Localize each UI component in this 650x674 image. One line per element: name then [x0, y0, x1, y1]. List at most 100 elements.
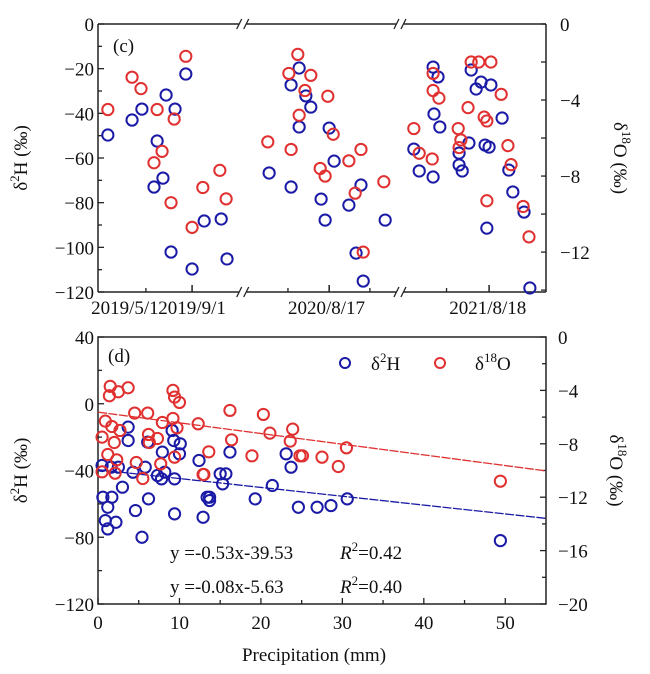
d2H-point	[248, 492, 262, 506]
d18O-point	[283, 434, 297, 448]
x-tick-label: 2021/8/18	[449, 298, 526, 319]
legend-label-d2H: δ2H	[371, 350, 400, 375]
d18O-point	[377, 175, 391, 189]
d2H-point	[292, 120, 306, 134]
axis-break-mark	[243, 286, 250, 298]
x-tick-label: 50	[496, 613, 515, 634]
d2H-point	[340, 492, 354, 506]
d18O-point	[464, 55, 478, 69]
d2H-point	[109, 515, 123, 529]
d18O-fit-line	[97, 411, 547, 472]
d18O-point	[432, 91, 446, 105]
d18O-point	[256, 407, 270, 422]
d2H-point	[349, 246, 363, 260]
d2H-point	[292, 61, 306, 75]
x-tick-label: 40	[414, 613, 433, 634]
d2H-point	[121, 420, 135, 434]
d18O-point	[185, 220, 199, 234]
d2H-point	[378, 213, 392, 227]
d2H-point	[265, 478, 279, 493]
d2H-point	[156, 171, 170, 185]
d2H-point	[101, 500, 115, 514]
y-tick-label-right: −12	[558, 488, 588, 509]
x-tick-label: 10	[170, 613, 189, 634]
d18O-point	[197, 467, 211, 482]
d2H-point	[159, 88, 173, 102]
d2H-point	[464, 63, 478, 77]
y-tick-label-left: −20	[64, 60, 94, 81]
y-tick-label-left: −80	[64, 194, 94, 215]
d2H-point	[185, 262, 199, 276]
axis-break-mark	[400, 18, 407, 30]
x-tick-label: 20	[251, 613, 270, 634]
d18O-point	[516, 199, 530, 214]
d18O-point	[128, 406, 142, 420]
d2H-point	[262, 166, 276, 180]
d2H-point	[135, 530, 149, 544]
d18O-point	[286, 422, 300, 436]
d18O-point	[167, 450, 182, 464]
d18O-point	[291, 47, 305, 62]
d18O-point	[191, 417, 205, 431]
d2H-point	[115, 480, 130, 494]
d18O-point	[348, 186, 362, 200]
d18O-point	[150, 102, 164, 117]
d18O-point	[304, 68, 318, 82]
d18O-point	[136, 471, 150, 486]
r2-d2H: R2=0.42	[339, 539, 402, 564]
d2H-point	[101, 522, 115, 536]
d2H-point	[427, 107, 441, 121]
d18O-point	[472, 55, 486, 69]
d18O-point	[223, 403, 237, 418]
r2-d18O: R2=0.40	[339, 573, 402, 598]
d18O-point	[154, 457, 168, 471]
d18O-point	[318, 169, 332, 183]
d2H-point	[342, 198, 356, 212]
panel-label: (d)	[108, 346, 130, 367]
x-tick-label: 2019/9/1	[158, 298, 226, 319]
d2H-point	[155, 445, 169, 459]
d2H-point	[101, 128, 115, 142]
d2H-point	[135, 102, 149, 116]
d2H-point	[150, 134, 164, 148]
axis-break-mark	[243, 18, 250, 30]
d18O-point	[461, 101, 475, 115]
d18O-point	[101, 102, 115, 117]
d18O-point	[356, 245, 370, 259]
d18O-point	[172, 395, 187, 410]
d18O-point	[484, 55, 498, 69]
d2H-point	[154, 472, 169, 486]
d18O-point	[179, 49, 193, 63]
d18O-point	[452, 140, 466, 155]
y-tick-label-left: 0	[85, 395, 95, 416]
d2H-point	[220, 252, 234, 266]
d2H-point	[95, 458, 109, 473]
x-tick-label: 30	[333, 613, 352, 634]
d2H-point	[128, 503, 143, 518]
d2H-point	[482, 140, 496, 154]
d2H-point	[147, 180, 161, 194]
d2H-point	[284, 180, 298, 194]
d18O-point	[426, 83, 440, 98]
d18O-point	[196, 180, 210, 195]
panel-label: (c)	[113, 36, 134, 57]
d18O-point	[219, 192, 233, 206]
axis-break-mark	[236, 18, 243, 30]
d2H-point	[291, 500, 305, 514]
d2H-point	[480, 221, 494, 235]
d18O-point	[224, 433, 239, 447]
d18O-point	[293, 449, 307, 463]
axis-break-mark	[393, 18, 400, 30]
y-tick-label-right: −12	[560, 243, 590, 264]
d18O-point	[501, 139, 515, 153]
d2H-point	[284, 460, 298, 474]
d2H-point	[167, 507, 182, 521]
y-tick-label-right: −8	[560, 167, 580, 188]
d2H-point	[196, 510, 210, 524]
d2H-fit-line	[97, 469, 547, 520]
y-tick-label-left: 0	[85, 15, 95, 36]
fit-equation-d2H: y =-0.53x-39.53	[170, 543, 293, 564]
d2H-point	[197, 214, 211, 228]
d2H-point	[314, 192, 328, 206]
